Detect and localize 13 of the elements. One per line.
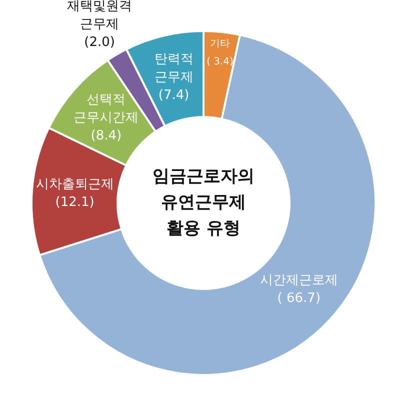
slice-label: 기타 (210, 38, 230, 50)
data-label: (8.4) (90, 128, 122, 144)
slice-label: 탄력적 근무제 (154, 52, 194, 85)
data-label: (12.1) (55, 195, 94, 210)
data-label: ( 66.7) (277, 291, 321, 306)
slice-label: 시차출퇴근제 (36, 177, 114, 192)
data-label: ( 3.4) (206, 56, 234, 68)
data-label: (2.0) (84, 35, 115, 50)
slice-label: 재택및원격 근무제 (67, 0, 132, 32)
text: 임금근로자의 유연근무제 활용 유형 (152, 166, 254, 238)
slice-label: 선택적 근무시간제 (74, 92, 139, 126)
data-label: (7.4) (158, 88, 190, 103)
slice-label: 시간제근로제 (260, 273, 338, 288)
